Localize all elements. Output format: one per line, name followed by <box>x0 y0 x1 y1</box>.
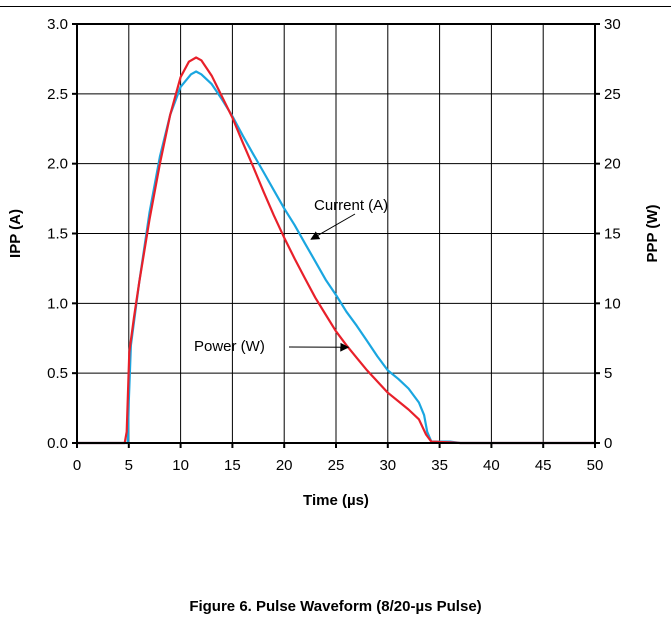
y-left-tick-label: 1.5 <box>47 226 68 243</box>
x-tick-label: 30 <box>379 457 396 474</box>
y-left-tick-label: 2.5 <box>47 86 68 103</box>
x-tick-label: 0 <box>73 457 81 474</box>
figure-caption: Figure 6. Pulse Waveform (8/20-µs Pulse) <box>0 598 671 615</box>
x-tick-label: 45 <box>535 457 552 474</box>
x-tick-label: 40 <box>483 457 500 474</box>
current-annotation-label: Current (A) <box>314 197 388 214</box>
y-left-tick-label: 3.0 <box>47 16 68 33</box>
x-tick-label: 35 <box>431 457 448 474</box>
y-left-tick-label: 1.0 <box>47 295 68 312</box>
pulse-waveform-chart: 0 5 10 15 20 25 30 35 40 45 500.00.51.01.52.02.53.… <box>0 0 671 580</box>
x-tick-label: 5 <box>125 457 133 474</box>
y-left-tick-label: 2.0 <box>47 156 68 173</box>
x-tick-label: 25 <box>328 457 345 474</box>
y-axis-left-title: IPP (A) <box>7 209 24 258</box>
x-tick-label: 50 <box>587 457 604 474</box>
y-right-tick-label: 25 <box>604 86 621 103</box>
grid-lines <box>77 24 595 443</box>
y-right-tick-label: 0 <box>604 435 612 452</box>
y-left-tick-label: 0.0 <box>47 435 68 452</box>
tick-labels: 0 5 10 15 20 25 30 35 40 45 500.00.51.01.52.02.53.… <box>47 16 621 474</box>
y-left-tick-label: 0.5 <box>47 365 68 382</box>
y-axis-right-title: PPP (W) <box>644 204 661 262</box>
y-right-tick-label: 30 <box>604 16 621 33</box>
y-right-tick-label: 10 <box>604 295 621 312</box>
power-annotation-label: Power (W) <box>194 338 265 355</box>
y-right-tick-label: 5 <box>604 365 612 382</box>
x-tick-label: 20 <box>276 457 293 474</box>
y-right-tick-label: 20 <box>604 156 621 173</box>
current-annotation-arrow <box>311 214 355 239</box>
x-axis-title: Time (µs) <box>303 492 369 509</box>
x-tick-label: 15 <box>224 457 241 474</box>
y-right-tick-label: 15 <box>604 226 621 243</box>
x-tick-label: 10 <box>172 457 189 474</box>
